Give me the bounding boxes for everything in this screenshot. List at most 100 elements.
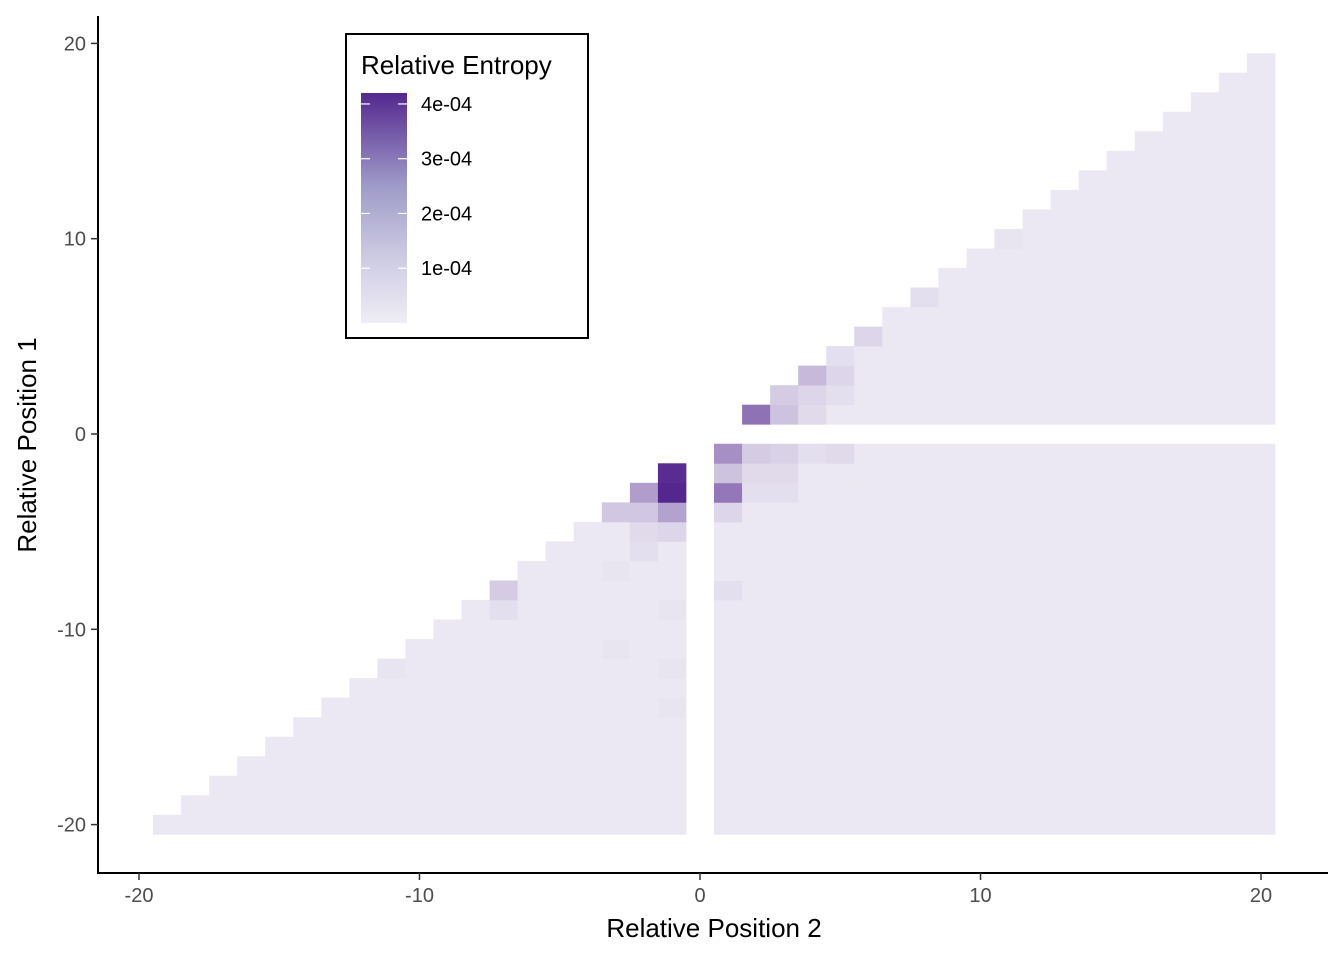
heatmap-cell (461, 795, 491, 816)
heatmap-cell (770, 502, 799, 523)
heatmap-cell (1218, 463, 1248, 484)
heatmap-cell (770, 795, 799, 816)
heatmap-cell (1134, 365, 1164, 386)
heatmap-cell (1134, 580, 1164, 601)
heatmap-cell (938, 560, 967, 581)
heatmap-cell (1106, 775, 1136, 796)
heatmap-cell (742, 795, 771, 816)
legend-tick-label: 3e-04 (421, 149, 472, 171)
heatmap-cell (966, 521, 995, 542)
heatmap-cell (742, 482, 771, 503)
heatmap-cell (1218, 170, 1248, 191)
heatmap-cell (153, 814, 182, 835)
heatmap-cell (910, 307, 939, 327)
heatmap-cell (1106, 717, 1136, 738)
heatmap-cell (1106, 307, 1136, 327)
heatmap-cell (1134, 248, 1164, 269)
heatmap-cell (1190, 717, 1220, 738)
heatmap-cell (938, 600, 967, 620)
heatmap-cell (826, 385, 855, 406)
heatmap-cell (1218, 365, 1248, 386)
heatmap-cell (1246, 228, 1276, 249)
heatmap-cell (1246, 307, 1276, 327)
heatmap-cell (966, 268, 995, 288)
heatmap-cell (1134, 560, 1164, 581)
heatmap-cell (966, 248, 995, 269)
heatmap-cell (1050, 404, 1080, 425)
heatmap-cell (461, 619, 491, 640)
heatmap-cell (1246, 697, 1276, 718)
heatmap-cell (882, 697, 911, 718)
heatmap-cell (601, 502, 631, 523)
heatmap-cell (629, 775, 659, 796)
heatmap-cell (1218, 326, 1248, 347)
heatmap-cell (489, 580, 519, 601)
heatmap-cell (910, 678, 939, 699)
heatmap-cell (517, 678, 547, 699)
heatmap-cell (798, 795, 827, 816)
heatmap-cell (1106, 268, 1136, 288)
heatmap-cell (1162, 385, 1192, 406)
heatmap-cell (1078, 717, 1108, 738)
heatmap-cell (910, 600, 939, 620)
heatmap-cell (629, 814, 659, 835)
heatmap-cell (966, 775, 995, 796)
heatmap-cell (265, 795, 294, 816)
heatmap-cell (1190, 326, 1220, 347)
heatmap-cell (1190, 111, 1220, 132)
heatmap-cell (994, 404, 1023, 425)
heatmap-cell (1078, 248, 1108, 269)
heatmap-cell (489, 697, 519, 718)
heatmap-cell (209, 795, 238, 816)
heatmap-cell (798, 619, 827, 640)
heatmap-cell (573, 580, 603, 601)
heatmap-cell (1106, 346, 1136, 367)
heatmap-cell (714, 560, 743, 581)
heatmap-cell (1246, 502, 1276, 523)
heatmap-cell (966, 736, 995, 757)
heatmap-cell (1162, 697, 1192, 718)
heatmap-cell (910, 404, 939, 425)
heatmap-cell (826, 795, 855, 816)
heatmap-cell (1218, 736, 1248, 757)
heatmap-cell (1050, 209, 1080, 230)
heatmap-cell (1218, 385, 1248, 406)
heatmap-cell (657, 775, 687, 796)
heatmap-cell (854, 541, 883, 562)
heatmap-cell (349, 756, 378, 777)
heatmap-cell (1022, 268, 1052, 288)
heatmap-cell (854, 619, 883, 640)
heatmap-cell (1050, 482, 1080, 503)
heatmap-cell (545, 560, 575, 581)
heatmap-cell (910, 560, 939, 581)
heatmap-cell (1022, 736, 1052, 757)
heatmap-cell (826, 600, 855, 620)
heatmap-cell (1218, 775, 1248, 796)
heatmap-cell (938, 541, 967, 562)
heatmap-cell (742, 697, 771, 718)
y-axis-title: Relative Position 1 (12, 337, 42, 552)
heatmap-cell (1022, 580, 1052, 601)
heatmap-cell (1218, 189, 1248, 210)
heatmap-cell (377, 814, 406, 835)
heatmap-cell (265, 775, 294, 796)
heatmap-cell (1190, 658, 1220, 679)
heatmap-cell (1246, 600, 1276, 620)
heatmap-cell (714, 502, 743, 523)
heatmap-cell (1162, 521, 1192, 542)
heatmap-cell (854, 678, 883, 699)
heatmap-cell (826, 404, 855, 425)
heatmap-cell (293, 717, 322, 738)
heatmap-cell (1134, 189, 1164, 210)
heatmap-cell (1078, 365, 1108, 386)
heatmap-cell (938, 775, 967, 796)
heatmap-cell (321, 697, 350, 718)
heatmap-cell (994, 639, 1023, 659)
heatmap-cell (1190, 346, 1220, 367)
heatmap-cell (1078, 697, 1108, 718)
heatmap-cell (1134, 170, 1164, 191)
heatmap-cell (770, 697, 799, 718)
heatmap-cell (994, 385, 1023, 406)
heatmap-cell (966, 600, 995, 620)
heatmap-cell (826, 482, 855, 503)
